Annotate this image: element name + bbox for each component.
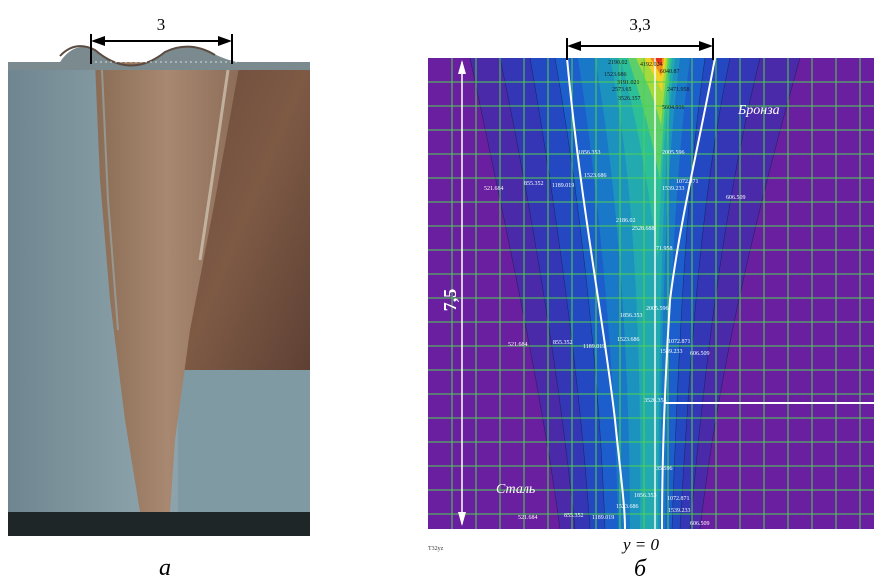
contour-label: 1072.871 bbox=[668, 339, 691, 345]
mesh-grid bbox=[428, 58, 874, 529]
contour-label: 2186.02 bbox=[616, 218, 636, 224]
bronze-region bbox=[180, 62, 310, 372]
contour-label: 606.509 bbox=[726, 195, 746, 201]
contour-label: 1189.019 bbox=[552, 183, 574, 189]
temperature-field: 2190.02 4192.024 6040.87 1523.686 3191.0… bbox=[428, 58, 874, 529]
contour-label: 2528.688 bbox=[632, 226, 655, 232]
contour-label: 1856.353 bbox=[620, 313, 643, 319]
contour-label: 606.509 bbox=[690, 351, 710, 357]
caption-a: а bbox=[159, 555, 171, 581]
contour-label: 1072.871 bbox=[667, 496, 690, 502]
left-dimension-label: 3 bbox=[157, 15, 166, 34]
contour-label: 1523.686 bbox=[584, 173, 607, 179]
photo-bottom-band bbox=[8, 512, 310, 536]
contour-value-labels: 2190.02 4192.024 6040.87 1523.686 3191.0… bbox=[484, 60, 746, 527]
contour-label: 855.352 bbox=[524, 181, 544, 187]
left-dimension: 3 bbox=[90, 15, 233, 64]
weld-photo bbox=[8, 45, 310, 536]
contour-label: 35.596 bbox=[656, 466, 673, 472]
contour-label: 1189.019 bbox=[592, 515, 614, 521]
contour-label: 4192.024 bbox=[640, 62, 663, 68]
contour-label: 1523.686 bbox=[617, 337, 640, 343]
contour-label: 855.352 bbox=[564, 513, 584, 519]
steel-lower-right bbox=[178, 370, 310, 516]
weld-seam bbox=[95, 62, 240, 512]
contour-label: 2190.02 bbox=[608, 60, 628, 66]
contour-label: 1523.686 bbox=[604, 72, 627, 78]
label-bronze: Бронза bbox=[737, 103, 780, 118]
fusion-line bbox=[101, 69, 119, 331]
contour-label: 1539.233 bbox=[668, 508, 691, 514]
contour-label: 521.684 bbox=[518, 515, 538, 521]
contour-label: 71.958 bbox=[656, 246, 673, 252]
fusion-boundary-right bbox=[661, 58, 716, 529]
contour-label: 5604.916 bbox=[662, 105, 685, 111]
contour-label: 1856.353 bbox=[634, 493, 657, 499]
contour-label: 3191.021 bbox=[617, 80, 640, 86]
band-13 bbox=[654, 58, 662, 66]
contour-label: 2573.65 bbox=[612, 87, 632, 93]
contour-label: 3526.357 bbox=[618, 96, 641, 102]
caption-b: б bbox=[634, 556, 647, 582]
contour-label: 521.684 bbox=[484, 186, 504, 192]
weld-crown-edge bbox=[59, 45, 216, 67]
contour-label: 1539.233 bbox=[662, 186, 685, 192]
contour-label: 1539.233 bbox=[660, 349, 683, 355]
weld-crown bbox=[8, 46, 310, 70]
contour-label: 1523.686 bbox=[616, 504, 639, 510]
vertical-dimension: 7,5 bbox=[440, 60, 466, 526]
contour-label: 3526.353 bbox=[644, 398, 667, 404]
contour-label: 1189.019 bbox=[583, 344, 605, 350]
axis-label-y0: y = 0 bbox=[621, 535, 660, 554]
contour-label: 1072.871 bbox=[676, 179, 699, 185]
contour-label: 1856.353 bbox=[578, 150, 601, 156]
seam-line bbox=[198, 69, 230, 261]
right-top-dimension: 3,3 bbox=[566, 15, 714, 60]
right-dimension-label: 3,3 bbox=[629, 15, 650, 34]
contour-label: 2005.596 bbox=[662, 150, 685, 156]
contour-label: 855.352 bbox=[553, 340, 573, 346]
contour-label: 2471.958 bbox=[667, 87, 690, 93]
vertical-dimension-label: 7,5 bbox=[440, 289, 460, 312]
contour-label: 6040.87 bbox=[660, 69, 680, 75]
fusion-boundary-left bbox=[566, 58, 626, 529]
contour-label: 606.509 bbox=[690, 521, 710, 527]
figure-id: T32yz bbox=[428, 546, 444, 552]
contour-label: 2005.596 bbox=[646, 306, 669, 312]
contour-label: 521.684 bbox=[508, 342, 528, 348]
label-steel: Сталь bbox=[496, 482, 535, 497]
